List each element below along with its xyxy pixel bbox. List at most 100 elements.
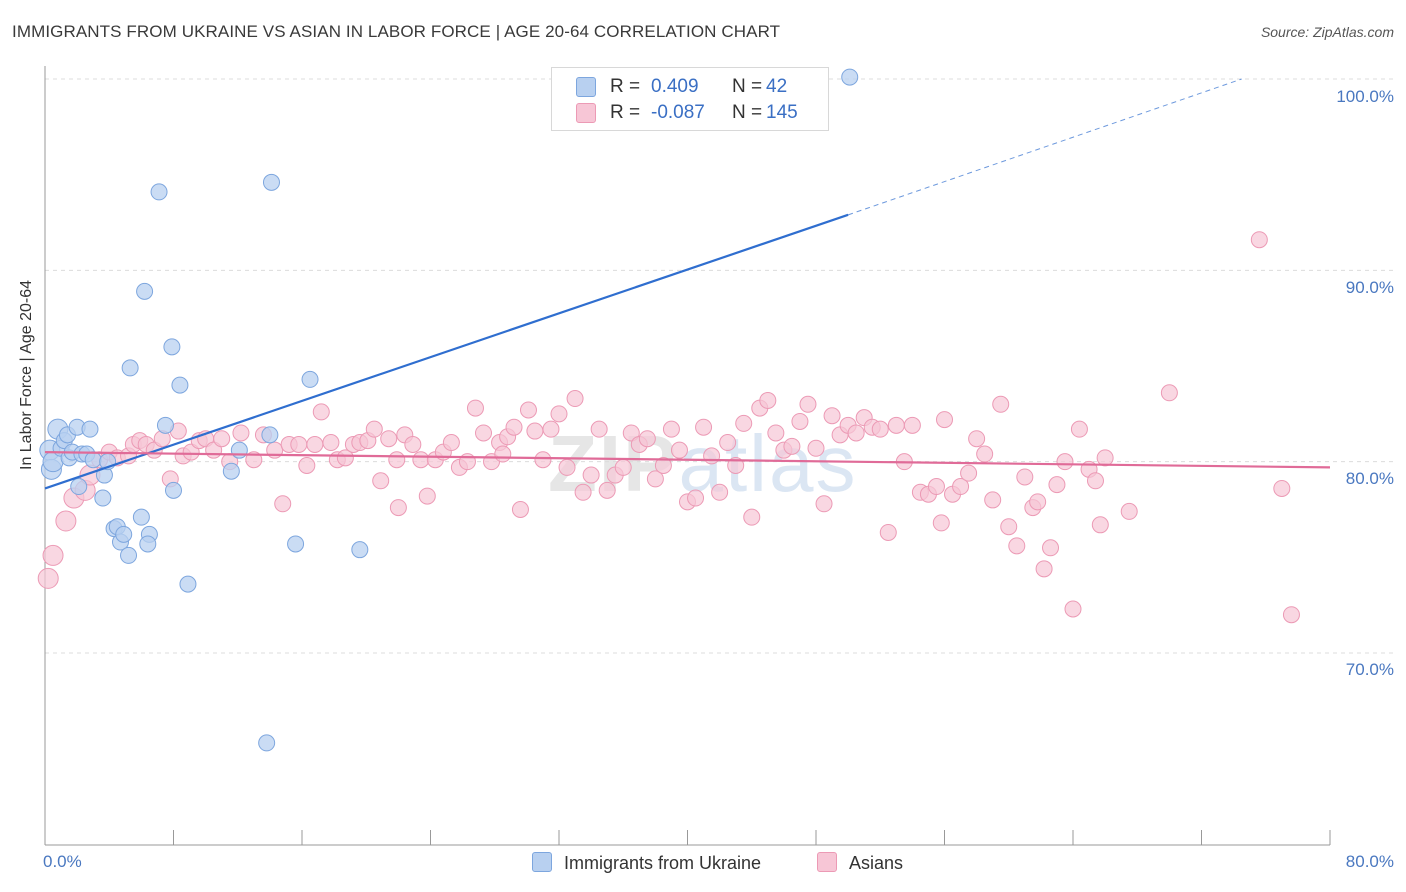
ukraine-point (258, 734, 276, 752)
asians-point (1008, 537, 1026, 555)
asians-point (42, 544, 64, 566)
asians-point (670, 441, 688, 459)
asians-point (807, 439, 825, 457)
asians-point (1035, 560, 1053, 578)
legend-r-value: -0.087 (651, 102, 705, 123)
asians-point (1160, 384, 1178, 402)
asians-point (1250, 231, 1268, 249)
asians-point (1056, 453, 1074, 471)
x-tick-label-max: 80.0% (1345, 852, 1394, 871)
asians-point (388, 451, 406, 469)
asians-point (783, 437, 801, 455)
legend-r-value: 0.409 (651, 76, 699, 97)
asians-point (312, 403, 330, 421)
asians-point (365, 420, 383, 438)
asians-point (687, 489, 705, 507)
y-tick-label-90: 90.0% (1345, 278, 1394, 297)
asians-point (582, 466, 600, 484)
asians-point (879, 523, 897, 541)
ukraine-point (70, 478, 88, 496)
asians-point (412, 451, 430, 469)
asians-point (494, 445, 512, 463)
asians-point (1048, 476, 1066, 494)
ukraine-point (165, 481, 182, 499)
bottom-legend-label-ukraine: Immigrants from Ukraine (564, 853, 762, 873)
ukraine-point (132, 508, 150, 526)
y-tick-label-100: 100.0% (1336, 87, 1394, 106)
legend-r-label: R = (610, 76, 641, 97)
asians-point (290, 435, 308, 453)
asians-point (646, 470, 664, 488)
asians-point (1064, 600, 1082, 618)
asians-point (372, 472, 390, 490)
asians-point (1086, 472, 1104, 490)
asians-point (1042, 539, 1060, 557)
asians-point (903, 416, 921, 434)
asians-point (847, 424, 865, 442)
asians-point (815, 495, 833, 513)
ukraine-point (115, 525, 133, 543)
asians-point (574, 483, 592, 501)
asians-trend-line (44, 451, 1331, 469)
ukraine-point (121, 359, 139, 377)
ukraine-point (351, 541, 369, 559)
ukraine-point (120, 546, 138, 564)
asians-point (442, 434, 460, 452)
asians-point (1029, 493, 1047, 511)
asians-point (1070, 420, 1088, 438)
ukraine-point (179, 575, 197, 593)
ukraine-point (136, 282, 154, 300)
asians-point (887, 416, 905, 434)
ukraine-trend-line (44, 213, 849, 490)
asians-point (380, 430, 398, 448)
y-tick-label-70: 70.0% (1345, 660, 1394, 679)
asians-point (505, 418, 523, 436)
asians-point (638, 430, 656, 448)
ukraine-point (171, 376, 189, 394)
bottom-legend-swatch-pink (817, 852, 837, 872)
y-axis-label: In Labor Force | Age 20-64 (18, 279, 35, 470)
asians-point (960, 464, 978, 482)
asians-point (519, 401, 537, 419)
asians-point (871, 420, 889, 438)
bottom-legend-asians: Asians (817, 852, 903, 874)
asians-point (1000, 518, 1018, 536)
asians-point (566, 390, 584, 408)
asians-point (791, 412, 809, 430)
legend-n-value: 145 (766, 102, 798, 123)
ukraine-point (94, 489, 112, 507)
ukraine-point (81, 420, 99, 438)
chart-source: Source: ZipAtlas.com (1260, 24, 1394, 40)
ukraine-point (841, 68, 859, 86)
asians-point (336, 449, 354, 467)
asians-point (37, 567, 59, 589)
asians-point (735, 414, 753, 432)
asians-point (558, 458, 576, 476)
ukraine-point (287, 535, 305, 553)
asians-point (719, 434, 737, 452)
ukraine-point (156, 416, 174, 434)
asians-point (799, 395, 817, 413)
asians-point (598, 481, 616, 499)
asians-point (1120, 502, 1138, 520)
asians-point (232, 424, 250, 442)
ukraine-point (301, 370, 319, 388)
asians-point (932, 514, 950, 532)
asians-point (976, 445, 994, 463)
ukraine-point (262, 173, 280, 191)
asians-point (245, 451, 263, 469)
legend-n-value: 42 (766, 76, 788, 97)
asians-point (466, 399, 484, 417)
asians-point (306, 435, 324, 453)
ukraine-point (150, 183, 168, 201)
asians-point (475, 424, 493, 442)
asians-point (213, 430, 231, 448)
asians-point (274, 495, 292, 513)
asians-point (1016, 468, 1034, 486)
legend-swatch-blue (576, 77, 596, 97)
legend-n-label: N = (732, 76, 763, 97)
ukraine-trend-extension (847, 78, 1242, 216)
asians-point (743, 508, 761, 526)
asians-point (703, 447, 721, 465)
asians-point (389, 499, 407, 517)
